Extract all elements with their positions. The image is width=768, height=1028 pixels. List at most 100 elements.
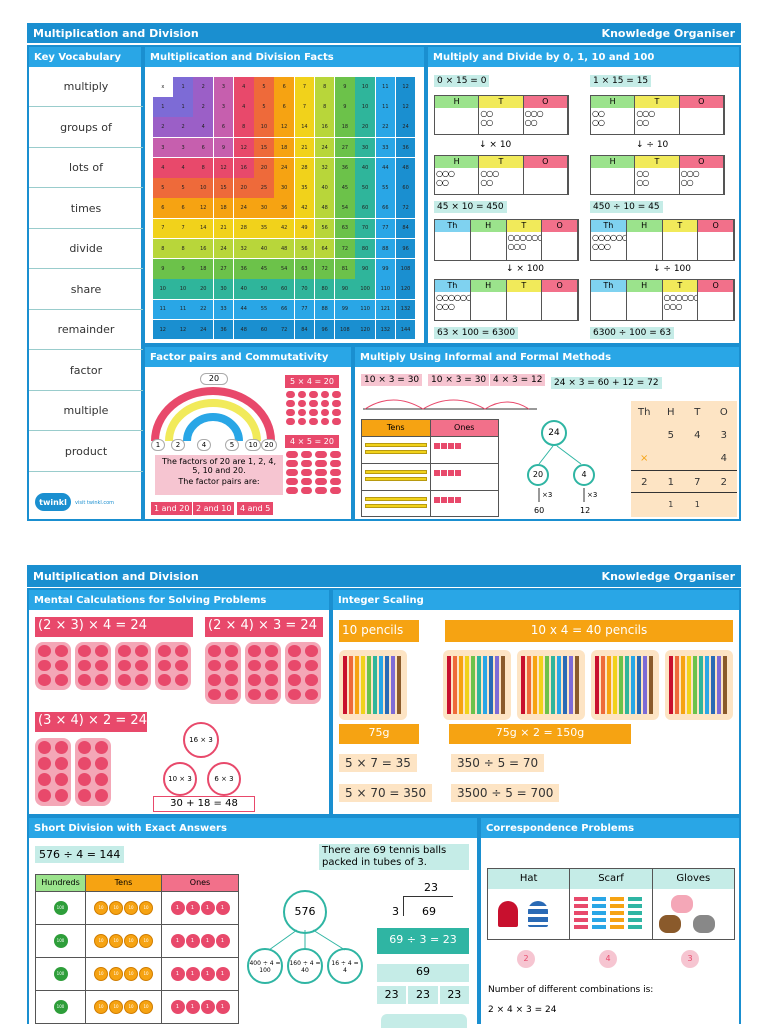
pencil bbox=[631, 656, 635, 714]
dot bbox=[329, 469, 341, 476]
pencil bbox=[563, 656, 567, 714]
scarf-icon bbox=[574, 897, 589, 931]
mental-heading: Mental Calculations for Solving Problems bbox=[29, 590, 329, 610]
tennis-text: There are 69 tennis balls packed in tube… bbox=[319, 844, 469, 870]
page2-title: Multiplication and Division bbox=[33, 569, 199, 583]
dot bbox=[315, 478, 327, 485]
counter bbox=[135, 645, 148, 657]
grid-cell: 24 bbox=[213, 238, 234, 259]
grid-cell: 48 bbox=[314, 198, 335, 218]
dot bbox=[315, 460, 327, 467]
dot bbox=[315, 451, 327, 458]
mental-eq-3: (3 × 4) × 2 = 24 bbox=[35, 712, 147, 732]
grid-cell: 24 bbox=[193, 319, 214, 340]
bus-stop-line bbox=[403, 896, 453, 916]
grid-cell: 14 bbox=[193, 218, 214, 239]
grid-cell: 88 bbox=[314, 299, 335, 320]
pencils-10: 10 pencils bbox=[339, 620, 419, 642]
grid-cell: 2 bbox=[173, 117, 193, 138]
pencil bbox=[471, 656, 475, 714]
factor-pair-3: 4 and 5 bbox=[237, 502, 274, 515]
scale-eq-1: 5 × 7 = 35 bbox=[339, 754, 417, 772]
one-token: 1 bbox=[170, 934, 185, 948]
ten-token: 10 bbox=[94, 934, 108, 948]
grid-cell: 12 bbox=[153, 319, 173, 340]
dot bbox=[286, 400, 295, 407]
grid-cell: 99 bbox=[375, 259, 396, 279]
hundreds-cell: 100 bbox=[36, 925, 86, 957]
counters: ○○○ ○○ bbox=[435, 168, 480, 194]
scale-eq-4: 3500 ÷ 5 = 700 bbox=[451, 784, 560, 802]
one-cube bbox=[447, 497, 454, 503]
pencil bbox=[711, 656, 715, 714]
grid-cell: 40 bbox=[254, 238, 274, 259]
pencil bbox=[397, 656, 401, 714]
scarf-icon bbox=[592, 897, 607, 931]
counter bbox=[78, 674, 91, 686]
grid-cell: 70 bbox=[355, 218, 375, 239]
formal-cell: H bbox=[666, 407, 675, 418]
counter bbox=[78, 741, 91, 754]
factor-pairs-label: The factor pairs are: bbox=[178, 477, 260, 486]
grid-cell: 88 bbox=[375, 238, 396, 259]
bar-part: 23 bbox=[439, 986, 469, 1004]
ten-token: 10 bbox=[139, 967, 153, 981]
vocab-item: lots of bbox=[29, 148, 143, 188]
eq-6300d100: 6300 ÷ 100 = 63 bbox=[590, 327, 675, 339]
pencil bbox=[545, 656, 549, 714]
grid-cell: 4 bbox=[153, 157, 173, 178]
grid-cell: 5 bbox=[153, 178, 173, 198]
one-cube bbox=[440, 470, 447, 476]
grid-cell: 55 bbox=[375, 178, 396, 198]
dot bbox=[286, 469, 298, 476]
comm-4x5: 4 × 5 = 20 bbox=[285, 435, 339, 448]
ones-cell bbox=[431, 437, 499, 463]
pencil bbox=[477, 656, 481, 714]
grid-cell: 14 bbox=[294, 117, 315, 138]
logo-url: visit twinkl.com bbox=[75, 500, 115, 506]
dot bbox=[309, 400, 318, 407]
formal-row: × 4 bbox=[631, 447, 737, 470]
tree-left-mult: ×3 bbox=[542, 491, 553, 499]
o-header: O bbox=[679, 156, 724, 168]
formal-cell bbox=[631, 493, 658, 516]
grid-cell: 42 bbox=[274, 218, 294, 239]
counter bbox=[55, 789, 68, 802]
grid-cell: 28 bbox=[233, 218, 254, 239]
one-cube bbox=[454, 497, 461, 503]
grid-cell: 15 bbox=[213, 178, 234, 198]
grid-cell: 2 bbox=[153, 117, 173, 138]
grid-cell: 6 bbox=[274, 77, 294, 97]
methods-panel: Multiply Using Informal and Formal Metho… bbox=[353, 345, 741, 521]
hundreds-cell: 100 bbox=[36, 958, 86, 990]
formal-cell: T bbox=[694, 407, 701, 418]
egg-box bbox=[155, 642, 191, 690]
pencil bbox=[687, 656, 691, 714]
egg-box bbox=[245, 642, 281, 704]
counter bbox=[288, 645, 301, 657]
ten-token: 10 bbox=[139, 1000, 153, 1014]
pencil bbox=[385, 656, 389, 714]
pencil bbox=[459, 656, 463, 714]
pencil bbox=[669, 656, 673, 714]
grid-cell: 24 bbox=[233, 198, 254, 218]
pencil bbox=[349, 656, 353, 714]
counter bbox=[288, 659, 301, 671]
dot bbox=[332, 409, 341, 416]
th-header: Th bbox=[591, 280, 627, 292]
corr-table: Hat Scarf Gloves bbox=[487, 868, 735, 940]
grid-cell: 11 bbox=[153, 299, 173, 320]
counter bbox=[78, 789, 91, 802]
grid-cell: 12 bbox=[274, 117, 294, 138]
grid-cell: 2 bbox=[193, 97, 214, 117]
factor-number: 1 bbox=[151, 439, 165, 451]
page1-title-bar: Multiplication and Division Knowledge Or… bbox=[27, 23, 741, 43]
th-header: Th bbox=[591, 220, 627, 232]
hundreds-cell: 100 bbox=[36, 892, 86, 924]
counter bbox=[95, 773, 108, 786]
counter bbox=[175, 645, 188, 657]
corr-eq: 2 × 4 × 3 = 24 bbox=[488, 1005, 557, 1015]
